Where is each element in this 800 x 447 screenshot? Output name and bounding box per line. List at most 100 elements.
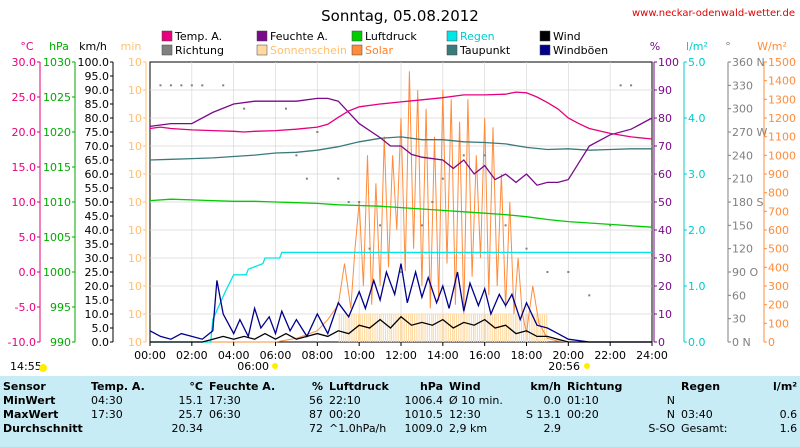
direction-axis-tick-label: 30 (732, 313, 746, 326)
legend-swatch (446, 44, 458, 56)
stats-cell: 1010.5 (404, 408, 444, 421)
solar-axis-tick-label: 500 (768, 243, 789, 256)
solar-axis-tick-label: 1400 (768, 75, 796, 88)
direction-dot (190, 84, 193, 87)
stats-cell: 1009.0 (404, 422, 444, 435)
windb-en-series-line (149, 263, 652, 343)
direction-dot (431, 201, 434, 203)
stats-cell: Wind (449, 380, 481, 393)
stats-cell: ^1.0hPa/h (329, 422, 387, 435)
feuchte-a-series-line (149, 97, 653, 186)
direction-dot (316, 131, 319, 133)
stats-cell: hPa (419, 380, 443, 393)
legend-swatch (446, 30, 458, 42)
direction-dot (567, 271, 570, 273)
legend-label: Feuchte A. (270, 30, 328, 43)
legend-label: Luftdruck (365, 30, 417, 43)
stats-cell: 01:10 (567, 394, 599, 407)
weather-chart: Sonntag, 05.08.2012 www.neckar-odenwald-… (8, 7, 796, 373)
direction-dot (400, 271, 402, 273)
temp-axis-tick-label: 15.0 (12, 161, 37, 174)
time-tick-label: 02:00 (176, 349, 208, 362)
stats-cell: 1.6 (779, 422, 798, 435)
legend-label: Windböen (553, 44, 608, 57)
solar-axis-tick-label: 100 (768, 317, 789, 330)
stats-cell: MinWert (3, 394, 56, 407)
stats-cell: Durchschnitt (3, 422, 83, 435)
chart-title: Sonntag, 05.08.2012 (321, 7, 479, 25)
rain-unit-label: l/m² (686, 40, 708, 53)
pressure-axis-tick-label: 995 (50, 301, 71, 314)
pressure-axis-tick-label: 1015 (43, 161, 71, 174)
direction-dot (546, 271, 549, 273)
legend-swatch (351, 30, 363, 42)
time-tick-label: 24:00 (636, 349, 668, 362)
solar-unit-label: W/m² (757, 40, 787, 53)
wind-axis-tick-label: 30.0 (85, 252, 110, 265)
direction-axis-tick-label: 180 S (732, 196, 763, 209)
stats-cell: l/m² (773, 380, 798, 393)
wind-series-line (150, 315, 652, 343)
time-axis: 00:00 02:00 04:00 06:00 08:00 10:00 12:00 14:00… (134, 342, 668, 362)
wind-axis-tick-label: 20.0 (85, 280, 110, 293)
direction-dot (295, 154, 298, 157)
direction-dot (525, 247, 528, 250)
humidity-axis-tick-label: 30 (658, 252, 672, 265)
direction-dot (379, 224, 382, 227)
stats-cell: 22:10 (329, 394, 361, 407)
wind-axis-tick-label: 15.0 (85, 294, 110, 307)
sunshine-axis-tick-label: 10 (128, 308, 142, 321)
direction-dot (180, 84, 183, 87)
wind-axis-tick-label: 100.0 (78, 56, 110, 69)
stats-cell: 25.7 (178, 408, 204, 421)
sunshine-axis-tick-label: 10 (128, 168, 142, 181)
time-tick-label: 22:00 (594, 349, 626, 362)
taupunkt-series-line (149, 136, 652, 161)
humidity-axis-tick-label: 40 (658, 224, 672, 237)
sunset-time: 20:56 (548, 360, 580, 373)
time-tick-label: 16:00 (469, 349, 501, 362)
stats-cell: 06:30 (209, 408, 241, 421)
wind-axis-tick-label: 55.0 (85, 182, 110, 195)
rain-axis-tick-label: 0.0 (688, 336, 706, 349)
solar-series-line (150, 71, 652, 343)
time-marker-left: 14:55 (10, 360, 42, 373)
direction-axis-tick-label: 0 N (732, 336, 751, 349)
humidity-axis-tick-label: 70 (658, 140, 672, 153)
direction-dot (588, 294, 591, 297)
direction-dot (358, 201, 361, 203)
legend-swatch (161, 44, 173, 56)
solar-axis-tick-label: 1200 (768, 112, 796, 125)
stats-cell: Feuchte A. (209, 380, 276, 393)
direction-dot (347, 201, 350, 203)
wind-axis-tick-label: 90.0 (85, 84, 110, 97)
temp-axis-tick-label: 25.0 (12, 91, 37, 104)
stats-row: MinWert 04:30 15.1 17:30 56 22:10 1006.4 Ø 10 m… (0, 394, 800, 408)
legend-swatch (539, 44, 551, 56)
sunshine-axis-tick-label: 10 (128, 56, 142, 69)
pressure-axis-tick-label: 1005 (43, 231, 71, 244)
stats-cell: 04:30 (91, 394, 123, 407)
sunshine-axis-tick-label: 10 (128, 84, 142, 97)
pressure-unit-label: hPa (49, 40, 69, 53)
humidity-axis-tick-label: 50 (658, 196, 672, 209)
pressure-axis-tick-label: 1020 (43, 126, 71, 139)
direction-dot (284, 107, 287, 110)
direction-dot (462, 154, 465, 157)
direction-dot (222, 84, 225, 87)
stats-cell: Richtung (567, 380, 623, 393)
website-link[interactable]: www.neckar-odenwald-wetter.de (632, 8, 795, 19)
sunshine-axis-tick-label: 10 (128, 224, 142, 237)
stats-cell: 03:40 (681, 408, 713, 421)
direction-axis-tick-label: 330 (732, 79, 753, 92)
legend-label: Regen (460, 30, 495, 43)
legend-swatch (161, 30, 173, 42)
direction-unit-label: ° (725, 40, 731, 53)
solar-axis-tick-label: 900 (768, 168, 789, 181)
pressure-axis-tick-label: 1030 (43, 56, 71, 69)
stats-cell: % (311, 380, 323, 393)
stats-cell: Sensor (3, 380, 46, 393)
stats-header-row: Sensor Temp. A. °C Feuchte A.% Luftdruck hPa W… (0, 380, 800, 394)
wind-axis-tick-label: 60.0 (85, 168, 110, 181)
solar-axis-tick-label: 400 (768, 261, 789, 274)
